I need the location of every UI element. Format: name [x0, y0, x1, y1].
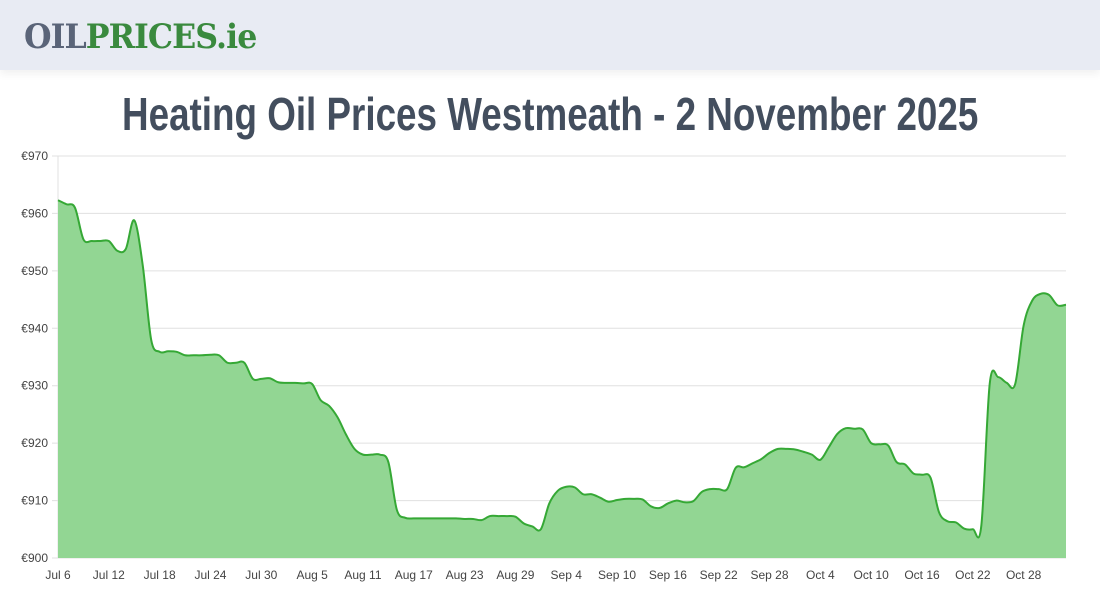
x-tick-label: Sep 4	[551, 568, 583, 582]
page-title-text: Heating Oil Prices Westmeath - 2 Novembe…	[121, 88, 979, 140]
x-tick-label: Sep 16	[649, 568, 687, 582]
page-title: Heating Oil Prices Westmeath - 2 Novembe…	[0, 84, 1100, 144]
x-tick-label: Aug 29	[496, 568, 534, 582]
y-tick-label: €910	[21, 494, 48, 508]
x-tick-label: Oct 4	[806, 568, 835, 582]
y-tick-label: €920	[21, 436, 48, 450]
y-tick-label: €960	[21, 206, 48, 220]
x-tick-label: Sep 28	[751, 568, 789, 582]
x-tick-label: Jul 6	[45, 568, 71, 582]
x-tick-label: Oct 16	[904, 568, 940, 582]
y-axis: €900 €910 €920 €930 €940 €950 €960 €970	[21, 149, 48, 565]
x-axis: Jul 6 Jul 12 Jul 18 Jul 24 Jul 30 Aug 5 Aug 11…	[45, 568, 1041, 582]
x-tick-label: Oct 28	[1006, 568, 1042, 582]
y-tick-label: €950	[21, 264, 48, 278]
x-tick-label: Jul 30	[245, 568, 277, 582]
logo-text-prices: PRICES.ie	[85, 17, 258, 57]
x-tick-label: Jul 24	[194, 568, 226, 582]
price-line	[57, 199, 1067, 539]
y-tick-label: €900	[21, 551, 48, 565]
x-tick-label: Aug 11	[344, 568, 381, 582]
x-tick-label: Aug 17	[395, 568, 433, 582]
x-tick-label: Oct 22	[955, 568, 991, 582]
x-tick-label: Jul 12	[93, 568, 125, 582]
price-area	[58, 200, 1066, 558]
x-tick-label: Sep 10	[598, 568, 636, 582]
x-tick-label: Sep 22	[700, 568, 738, 582]
site-logo[interactable]: OILPRICES.ie	[24, 17, 258, 57]
site-header: OILPRICES.ie	[0, 0, 1100, 70]
x-tick-label: Jul 18	[144, 568, 176, 582]
y-tick-label: €930	[21, 379, 48, 393]
x-tick-label: Aug 5	[296, 568, 328, 582]
x-tick-label: Oct 10	[853, 568, 889, 582]
x-tick-label: Aug 23	[446, 568, 484, 582]
logo-text-oil: OIL	[24, 17, 87, 57]
y-tick-label: €940	[21, 321, 48, 335]
y-tick-label: €970	[21, 149, 48, 163]
